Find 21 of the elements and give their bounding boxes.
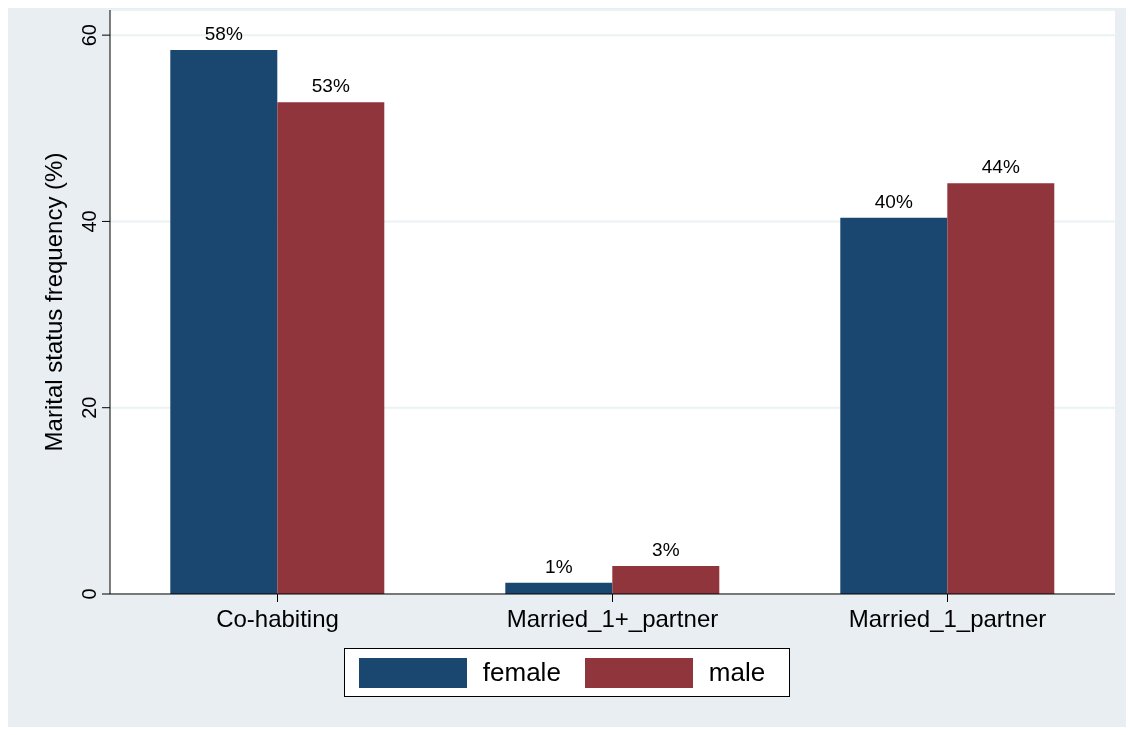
- legend-label: male: [708, 657, 766, 688]
- y-tick-label: 60: [78, 24, 100, 47]
- legend-label: female: [482, 657, 561, 688]
- data-label: 58%: [204, 23, 243, 45]
- bar: [947, 183, 1055, 594]
- data-label: 1%: [545, 555, 573, 577]
- y-tick-label: 40: [78, 210, 100, 233]
- data-label: 53%: [311, 75, 350, 97]
- x-tick-label: Married_1_partner: [848, 605, 1047, 633]
- bar: [170, 50, 278, 594]
- x-tick-label: Co-habiting: [216, 605, 339, 633]
- y-axis-title: Marital status frequency (%): [39, 152, 67, 452]
- data-label: 3%: [652, 539, 680, 561]
- y-tick-label: 0: [78, 588, 100, 600]
- data-label: 40%: [874, 190, 913, 212]
- bar: [277, 102, 385, 594]
- x-tick-label: Married_1+_partner: [506, 605, 719, 633]
- data-label: 44%: [981, 156, 1020, 178]
- y-tick-label: 20: [78, 396, 100, 419]
- bar: [840, 217, 948, 594]
- bar: [612, 566, 720, 594]
